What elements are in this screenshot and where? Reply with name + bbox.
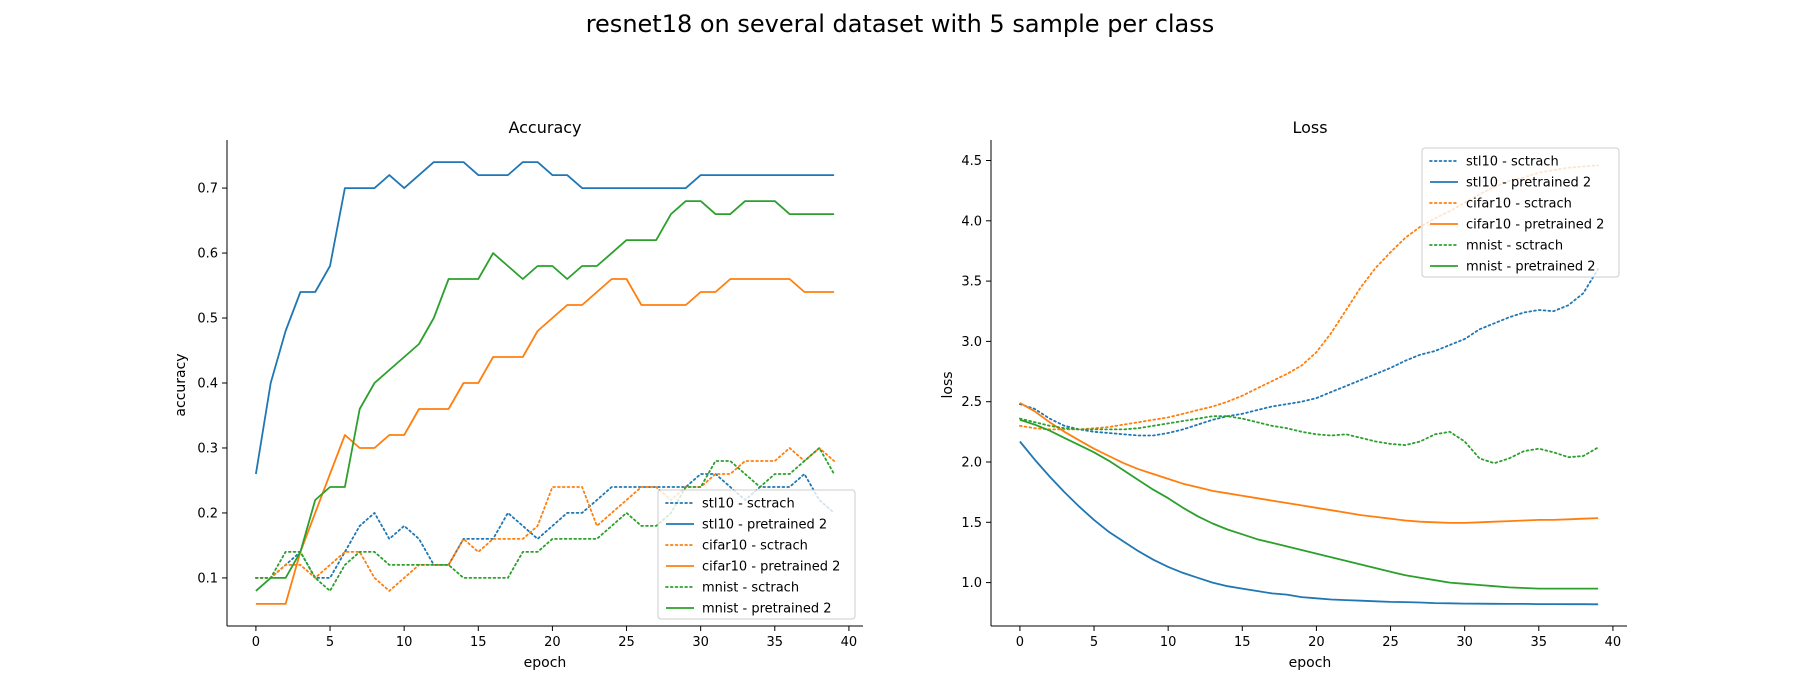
accuracy-ylabel: accuracy xyxy=(173,353,189,416)
accuracy-series-line-3 xyxy=(254,447,835,592)
accuracy-xlabel: epoch xyxy=(524,655,567,671)
accuracy-x-tick-label: 10 xyxy=(396,635,413,650)
loss-series-line-6 xyxy=(1019,418,1599,590)
loss-x-tick-label: 15 xyxy=(1234,635,1251,650)
accuracy-y-tick-label: 0.3 xyxy=(197,441,218,456)
accuracy-y-tick-label: 0.2 xyxy=(197,506,218,521)
loss-y-tick-label: 2.0 xyxy=(961,455,982,470)
loss-legend-label-1: stl10 - sctrach xyxy=(1466,155,1559,170)
loss-legend-label-5: mnist - sctrach xyxy=(1466,239,1563,254)
loss-x-tick-label: 10 xyxy=(1160,635,1177,650)
loss-axes: 0 5 10 15 20 25 30 35 40 1.0 1.5 2.0 2.5 3.0 3.5 4.0 4.5 xyxy=(961,140,1627,650)
loss-y-tick-label: 4.5 xyxy=(961,154,982,169)
loss-ylabel: loss xyxy=(940,371,956,398)
accuracy-series-group xyxy=(254,161,835,605)
accuracy-x-tick-label: 5 xyxy=(326,635,334,650)
loss-x-tick-label: 35 xyxy=(1531,635,1548,650)
loss-legend-frame xyxy=(1421,147,1620,278)
loss-legend-label-4: cifar10 - pretrained 2 xyxy=(1466,218,1604,233)
accuracy-x-tick-label: 0 xyxy=(252,635,260,650)
accuracy-y-tick-label: 0.6 xyxy=(197,247,218,262)
accuracy-x-tick-label: 40 xyxy=(841,635,858,650)
loss-x-tick-label: 25 xyxy=(1382,635,1399,650)
loss-y-tick-label: 3.0 xyxy=(961,335,982,350)
accuracy-title: Accuracy xyxy=(508,118,581,137)
accuracy-axes: 0 5 10 15 20 25 30 35 40 0.1 0.2 0.3 0.4 0.5 0.6 0.7 xyxy=(197,140,863,650)
loss-series-line-4 xyxy=(1019,402,1599,524)
accuracy-y-tick-label: 0.4 xyxy=(197,377,218,392)
accuracy-y-tick-label: 0.5 xyxy=(197,312,218,327)
loss-y-tick-label: 1.0 xyxy=(961,576,982,591)
loss-y-tick-label: 3.5 xyxy=(961,275,982,290)
loss-x-tick-label: 0 xyxy=(1016,635,1024,650)
loss-x-tick-label: 30 xyxy=(1456,635,1473,650)
loss-xlabel: epoch xyxy=(1289,655,1332,671)
loss-y-tick-label: 4.0 xyxy=(961,214,982,229)
loss-y-tick-label: 2.5 xyxy=(961,395,982,410)
loss-x-tick-label: 40 xyxy=(1605,635,1622,650)
loss-series-line-5 xyxy=(1019,415,1599,465)
accuracy-series-line-4 xyxy=(255,278,835,605)
accuracy-series-line-5 xyxy=(254,447,835,592)
accuracy-series-line-2 xyxy=(255,161,835,475)
accuracy-x-tick-label: 35 xyxy=(767,635,784,650)
loss-series-group xyxy=(1019,164,1599,606)
loss-legend-label-2: stl10 - pretrained 2 xyxy=(1466,176,1591,191)
accuracy-legend-frame xyxy=(657,489,856,620)
accuracy-legend-label-2: stl10 - pretrained 2 xyxy=(702,518,827,533)
accuracy-legend-label-6: mnist - pretrained 2 xyxy=(702,602,832,617)
accuracy-x-tick-label: 20 xyxy=(544,635,561,650)
loss-y-tick-label: 1.5 xyxy=(961,516,982,531)
loss-legend-label-6: mnist - pretrained 2 xyxy=(1466,260,1596,275)
accuracy-legend-label-3: cifar10 - sctrach xyxy=(702,539,808,554)
loss-panel: Loss epoch loss 0 5 10 15 20 25 30 35 40 1.0 1.5 2.… xyxy=(940,118,1627,671)
accuracy-series-line-6 xyxy=(255,200,835,592)
accuracy-legend: stl10 - sctrach stl10 - pretrained 2 cifar… xyxy=(657,489,856,620)
accuracy-y-tick-label: 0.7 xyxy=(197,182,218,197)
loss-legend: stl10 - sctrach stl10 - pretrained 2 cifar… xyxy=(1421,147,1620,278)
accuracy-x-tick-label: 25 xyxy=(618,635,635,650)
loss-title: Loss xyxy=(1292,118,1327,137)
accuracy-x-tick-label: 30 xyxy=(692,635,709,650)
loss-x-tick-label: 20 xyxy=(1308,635,1325,650)
accuracy-legend-label-5: mnist - sctrach xyxy=(702,581,799,596)
accuracy-x-tick-label: 15 xyxy=(470,635,487,650)
loss-series-line-1 xyxy=(1019,268,1599,437)
accuracy-legend-label-1: stl10 - sctrach xyxy=(702,497,795,512)
loss-series-line-3 xyxy=(1019,164,1599,431)
figure-suptitle: resnet18 on several dataset with 5 sampl… xyxy=(586,10,1215,38)
loss-legend-label-3: cifar10 - sctrach xyxy=(1466,197,1572,212)
loss-series-line-2 xyxy=(1019,440,1599,606)
accuracy-panel: Accuracy epoch accuracy 0 5 10 15 20 25 30 35 40… xyxy=(173,118,863,671)
accuracy-y-tick-label: 0.1 xyxy=(197,571,218,586)
loss-x-tick-label: 5 xyxy=(1090,635,1098,650)
accuracy-legend-label-4: cifar10 - pretrained 2 xyxy=(702,560,840,575)
